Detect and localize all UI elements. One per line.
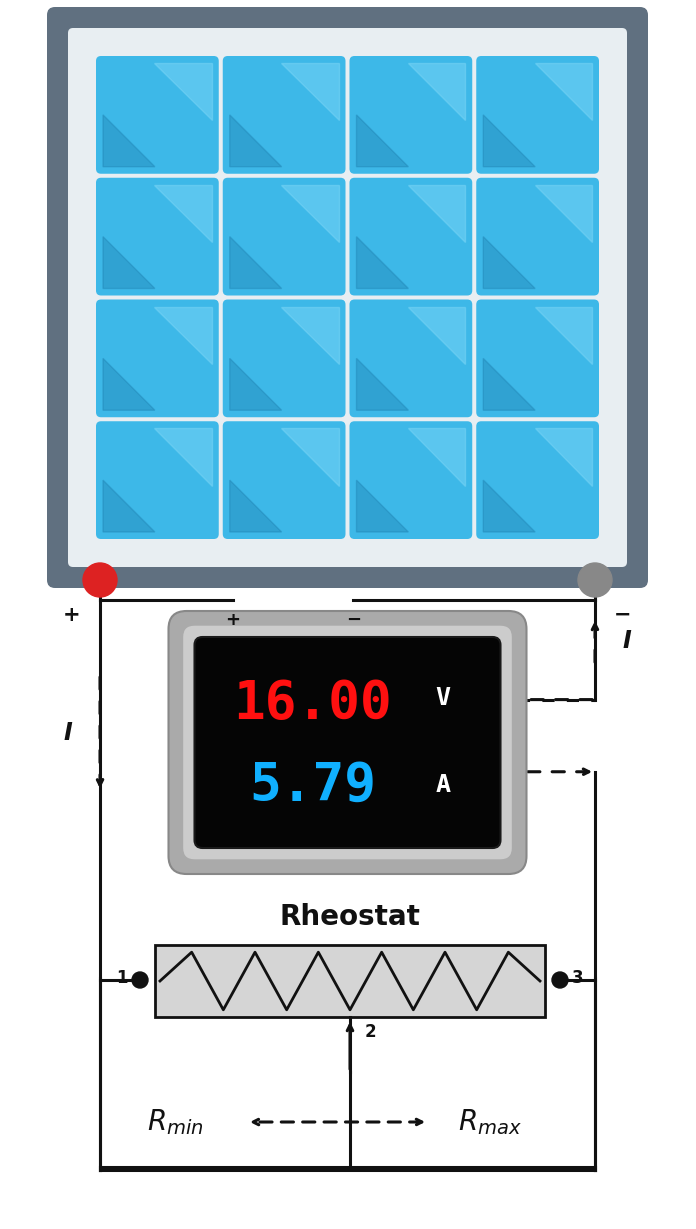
Text: −: − [346,611,361,629]
Polygon shape [483,481,535,532]
Circle shape [83,563,117,597]
FancyBboxPatch shape [476,178,599,295]
Text: 3: 3 [572,968,584,987]
Polygon shape [281,63,338,120]
FancyBboxPatch shape [96,57,219,173]
FancyBboxPatch shape [168,611,526,874]
Polygon shape [230,237,282,289]
Polygon shape [535,428,592,485]
Polygon shape [535,184,592,242]
FancyBboxPatch shape [349,422,473,540]
FancyBboxPatch shape [349,300,473,418]
Text: V: V [436,686,451,709]
FancyBboxPatch shape [96,422,219,540]
Polygon shape [103,237,155,289]
Polygon shape [356,481,409,532]
Polygon shape [408,184,465,242]
FancyBboxPatch shape [96,178,219,295]
Polygon shape [155,306,212,364]
Polygon shape [535,63,592,120]
Text: +: + [63,605,81,626]
Circle shape [552,972,568,988]
Polygon shape [483,114,535,167]
Text: 1: 1 [116,968,128,987]
Polygon shape [408,428,465,485]
Polygon shape [356,114,409,167]
FancyBboxPatch shape [223,422,345,540]
Bar [155,945,545,1018]
FancyBboxPatch shape [182,626,512,860]
Polygon shape [103,481,155,532]
Text: 5.79: 5.79 [249,760,377,811]
Polygon shape [230,114,282,167]
Text: 16.00: 16.00 [233,677,392,730]
FancyBboxPatch shape [223,57,345,173]
Polygon shape [408,306,465,364]
FancyBboxPatch shape [223,178,345,295]
Circle shape [578,563,612,597]
Text: Rheostat: Rheostat [280,903,420,932]
FancyBboxPatch shape [476,57,599,173]
Text: I: I [63,720,72,745]
FancyBboxPatch shape [223,300,345,418]
Polygon shape [535,306,592,364]
FancyBboxPatch shape [349,178,473,295]
FancyBboxPatch shape [47,7,648,587]
Polygon shape [281,428,338,485]
Polygon shape [356,359,409,410]
FancyBboxPatch shape [349,57,473,173]
Polygon shape [155,63,212,120]
FancyBboxPatch shape [68,28,627,567]
Polygon shape [230,481,282,532]
Text: 2: 2 [364,1023,376,1041]
Polygon shape [356,237,409,289]
Polygon shape [408,63,465,120]
Polygon shape [155,184,212,242]
Polygon shape [103,359,155,410]
Text: −: − [615,605,632,626]
Text: $R_{max}$: $R_{max}$ [458,1107,522,1137]
FancyBboxPatch shape [476,422,599,540]
FancyBboxPatch shape [476,300,599,418]
Polygon shape [155,428,212,485]
Polygon shape [281,184,338,242]
Polygon shape [281,306,338,364]
FancyBboxPatch shape [194,637,500,848]
Text: I: I [623,629,631,654]
Polygon shape [230,359,282,410]
Text: $R_{min}$: $R_{min}$ [147,1107,203,1137]
Text: +: + [225,611,240,629]
Polygon shape [483,359,535,410]
Polygon shape [103,114,155,167]
Polygon shape [483,237,535,289]
Circle shape [132,972,148,988]
Text: A: A [436,773,451,798]
FancyBboxPatch shape [96,300,219,418]
